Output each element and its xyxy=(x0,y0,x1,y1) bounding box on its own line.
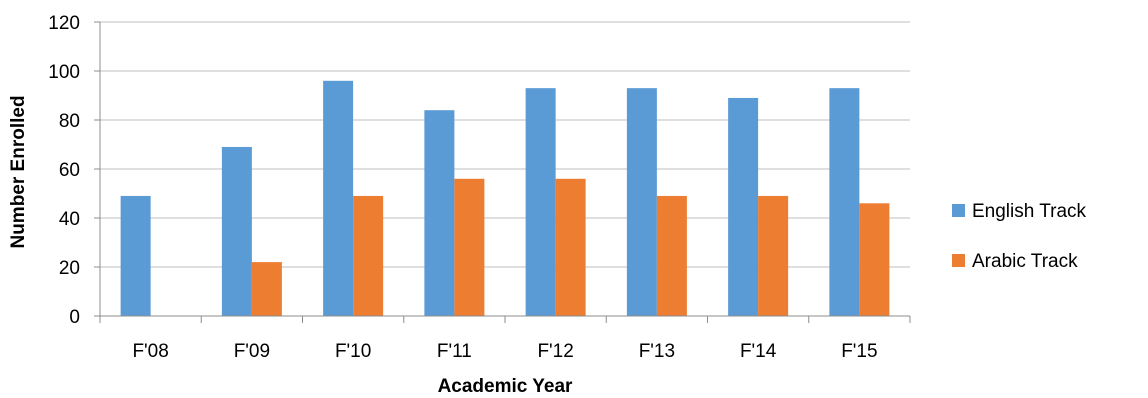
bar-english-5 xyxy=(626,88,657,317)
y-tick-label: 60 xyxy=(59,160,80,181)
x-tick-label: F'13 xyxy=(639,341,675,362)
y-tick-label: 20 xyxy=(59,258,80,279)
x-tick-label: F'14 xyxy=(740,341,777,362)
bar-arabic-7 xyxy=(859,203,890,316)
bar-english-4 xyxy=(525,88,556,317)
gridlines xyxy=(100,21,910,268)
bar-arabic-5 xyxy=(656,195,687,316)
bar-arabic-3 xyxy=(454,178,485,316)
x-tick-label: F'09 xyxy=(234,341,270,362)
y-tick-label: 40 xyxy=(59,209,80,230)
bar-english-6 xyxy=(728,97,759,316)
x-tick-label: F'10 xyxy=(335,341,371,362)
y-axis-title: Number Enrolled xyxy=(8,95,29,248)
bars xyxy=(120,80,890,317)
legend-label-arabic: Arabic Track xyxy=(972,251,1078,272)
x-tick-label: F'11 xyxy=(437,341,472,362)
y-tick-label: 120 xyxy=(48,13,80,34)
legend-swatch-english xyxy=(952,204,965,217)
legend: English Track Arabic Track xyxy=(952,201,1087,272)
legend-label-english: English Track xyxy=(972,201,1087,222)
bar-english-1 xyxy=(221,146,252,316)
x-tick-label: F'08 xyxy=(132,341,168,362)
x-tick-label: F'12 xyxy=(537,341,573,362)
bar-english-7 xyxy=(829,88,860,317)
y-tick-label: 80 xyxy=(59,111,80,132)
x-tick-label: F'15 xyxy=(841,341,877,362)
y-tick-labels: 0 20 40 60 80 100 120 xyxy=(48,13,80,328)
bar-english-2 xyxy=(323,80,354,316)
bar-arabic-6 xyxy=(758,195,789,316)
x-tick-labels: F'08 F'09 F'10 F'11 F'12 F'13 F'14 F'15 xyxy=(132,341,877,362)
x-axis-title: Academic Year xyxy=(438,376,573,397)
y-tick-label: 100 xyxy=(48,62,80,83)
bar-english-3 xyxy=(424,110,455,316)
bar-english-0 xyxy=(120,195,151,316)
legend-swatch-arabic xyxy=(952,254,965,267)
bar-arabic-4 xyxy=(555,178,586,316)
bar-arabic-1 xyxy=(251,262,282,316)
bar-arabic-2 xyxy=(353,195,384,316)
y-tick-label: 0 xyxy=(69,307,80,328)
axes xyxy=(94,21,911,323)
